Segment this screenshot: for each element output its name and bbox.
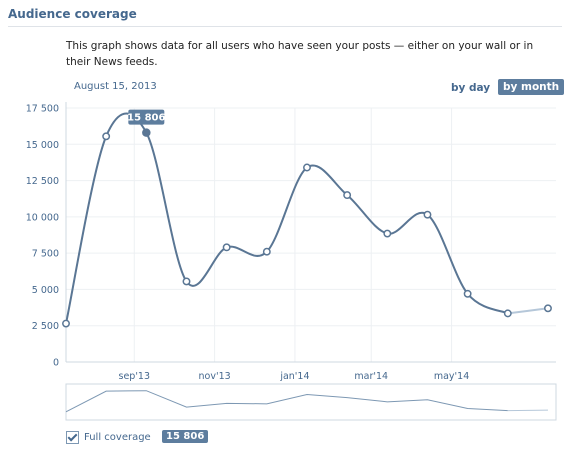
data-point bbox=[503, 309, 512, 318]
legend: Full coverage bbox=[66, 431, 151, 444]
legend-value-badge: 15 806 bbox=[162, 430, 209, 443]
y-tick-label: 17 500 bbox=[26, 104, 59, 115]
data-point bbox=[544, 304, 552, 313]
data-point bbox=[423, 210, 432, 219]
chart-description: This graph shows data for all users who … bbox=[66, 40, 534, 68]
overview-panel bbox=[65, 383, 557, 421]
x-tick-label: nov'13 bbox=[199, 371, 231, 382]
tooltip-box bbox=[128, 109, 165, 125]
coverage-line bbox=[66, 112, 509, 324]
highlighted-point bbox=[142, 128, 151, 137]
x-tick-label: may'14 bbox=[434, 371, 469, 382]
x-tick-label: jan'14 bbox=[279, 371, 309, 382]
data-point bbox=[222, 243, 231, 252]
projected-line bbox=[507, 307, 549, 315]
tooltip-value: 15 806 bbox=[127, 113, 165, 124]
section-title: Audience coverage bbox=[8, 7, 137, 21]
y-tick-label: 5 000 bbox=[32, 285, 59, 296]
y-tick-label: 0 bbox=[53, 358, 59, 369]
data-point bbox=[102, 132, 111, 141]
full-coverage-checkbox[interactable] bbox=[66, 431, 79, 444]
overview-line bbox=[65, 390, 508, 413]
y-tick-label: 10 000 bbox=[26, 212, 59, 223]
y-tick-label: 7 500 bbox=[32, 249, 59, 260]
data-point bbox=[262, 247, 271, 256]
data-point bbox=[463, 289, 472, 298]
x-tick-label: sep'13 bbox=[119, 371, 151, 382]
legend-label[interactable]: Full coverage bbox=[84, 432, 151, 443]
overview-projected-line bbox=[507, 409, 548, 412]
data-point bbox=[303, 163, 311, 172]
y-tick-label: 15 000 bbox=[26, 140, 59, 151]
by-day-button[interactable]: by day bbox=[451, 82, 491, 94]
by-month-button[interactable]: by month bbox=[498, 79, 565, 95]
y-tick-label: 12 500 bbox=[26, 176, 59, 187]
title-divider bbox=[8, 26, 562, 27]
data-point bbox=[182, 277, 191, 286]
data-point bbox=[62, 319, 70, 328]
x-tick-label: mar'14 bbox=[354, 371, 388, 382]
data-point bbox=[343, 191, 352, 200]
date-label: August 15, 2013 bbox=[74, 81, 157, 92]
data-point bbox=[383, 229, 392, 238]
y-tick-label: 2 500 bbox=[32, 321, 59, 332]
